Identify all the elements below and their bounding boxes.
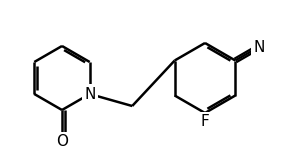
Text: F: F (201, 114, 209, 129)
Text: O: O (56, 134, 68, 149)
Text: N: N (253, 39, 264, 54)
Text: N: N (84, 86, 95, 102)
